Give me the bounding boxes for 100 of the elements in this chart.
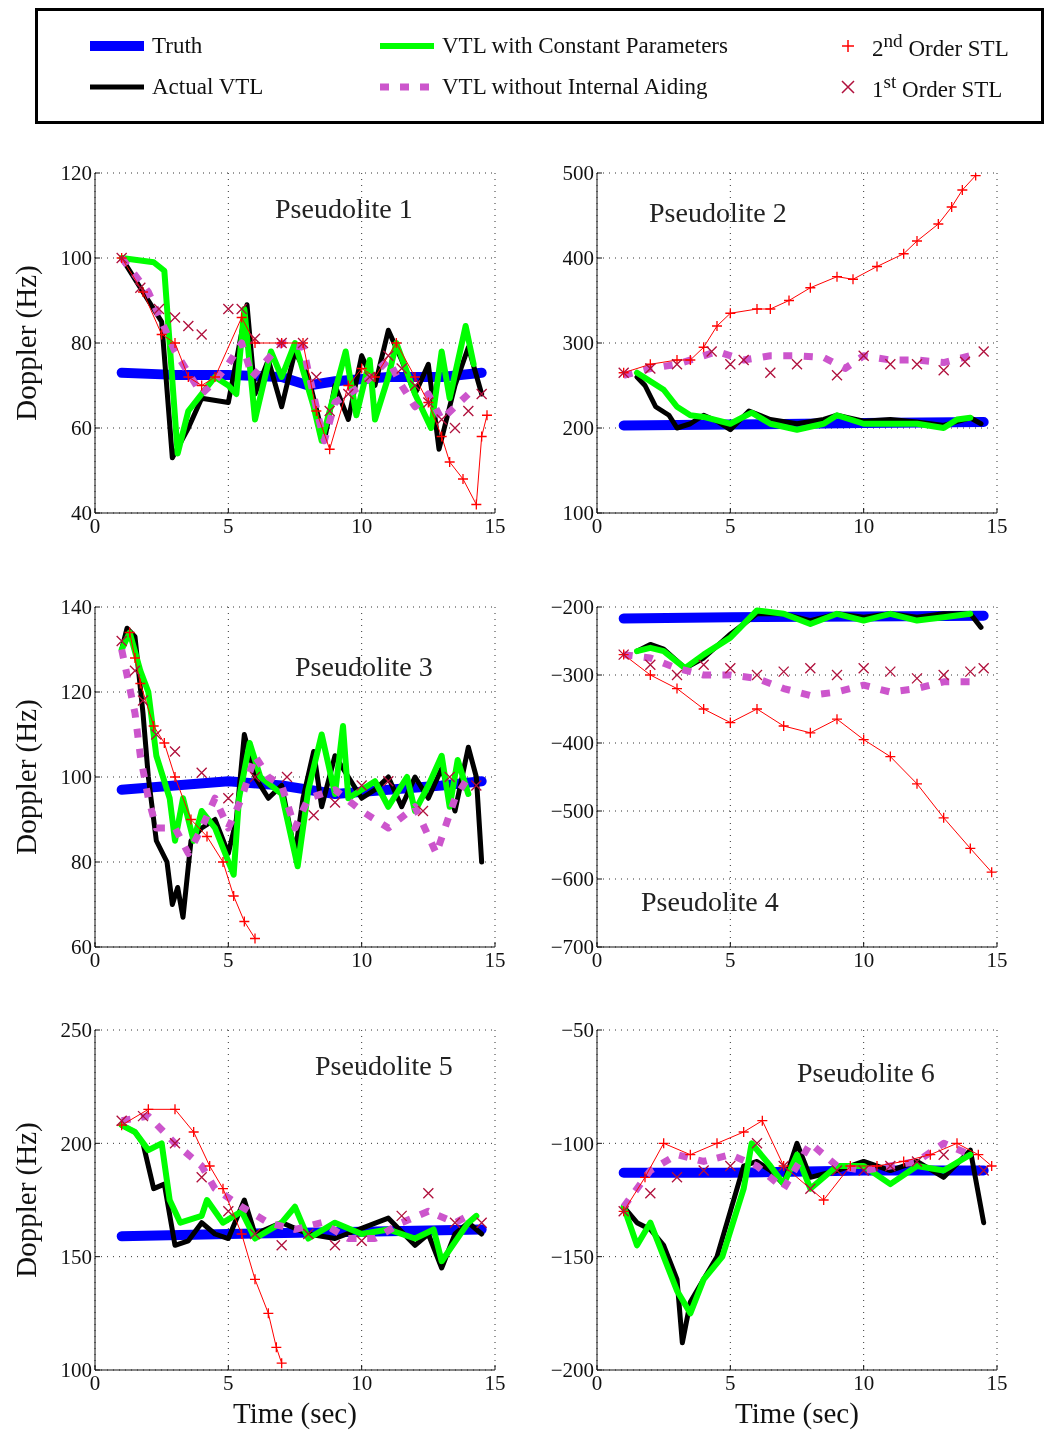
point xyxy=(324,405,336,417)
x-tick-label: 10 xyxy=(853,947,875,972)
point xyxy=(281,771,293,783)
point xyxy=(134,282,146,294)
legend-label: 1$^{st}$ Order STL xyxy=(872,70,1003,103)
point xyxy=(831,271,843,283)
x-tick-label: 10 xyxy=(351,1370,373,1395)
point xyxy=(911,778,923,790)
point xyxy=(671,669,683,681)
point xyxy=(831,369,843,381)
y-axis-title: Doppler (Hz) xyxy=(9,699,43,855)
point xyxy=(196,328,208,341)
point xyxy=(871,1160,883,1172)
point xyxy=(804,662,816,674)
point xyxy=(436,413,448,426)
point xyxy=(436,430,448,443)
point xyxy=(671,358,683,370)
y-tick-label: 150 xyxy=(60,1245,92,1270)
point xyxy=(142,1103,154,1115)
x-tick-label: 15 xyxy=(986,947,1008,972)
y-tick-label: 200 xyxy=(60,1131,92,1156)
y-tick-label: 140 xyxy=(60,595,92,620)
point xyxy=(884,358,896,370)
point xyxy=(116,1119,128,1131)
point xyxy=(751,1137,763,1149)
x-tick-label: 5 xyxy=(223,1370,234,1395)
x-tick-label: 5 xyxy=(223,947,234,972)
point xyxy=(706,345,718,358)
legend-label: 2$^{nd}$ Order STL xyxy=(872,29,1009,62)
point xyxy=(972,1149,984,1161)
point xyxy=(444,771,456,783)
point xyxy=(911,358,923,370)
point xyxy=(932,218,944,230)
point xyxy=(751,703,763,715)
y-tick-label: 400 xyxy=(562,246,594,271)
point xyxy=(169,745,181,758)
point xyxy=(302,1228,314,1240)
point xyxy=(249,771,261,783)
point xyxy=(158,737,170,749)
point xyxy=(369,371,381,383)
text: Pseudolite 5 xyxy=(315,1050,453,1083)
y-tick-label: −300 xyxy=(550,663,594,688)
point xyxy=(644,659,656,671)
point xyxy=(270,1341,282,1353)
x-tick-label: 15 xyxy=(484,1370,506,1395)
x-tick-label: 5 xyxy=(725,513,736,538)
text: Pseudolite 3 xyxy=(295,651,433,684)
point xyxy=(644,1187,656,1199)
y-tick-label: 120 xyxy=(60,161,92,186)
y-axis-title: Doppler (Hz) xyxy=(9,1122,43,1278)
point xyxy=(249,1273,261,1285)
point xyxy=(946,201,958,213)
point xyxy=(884,1160,896,1172)
point xyxy=(196,767,208,779)
point xyxy=(470,498,482,511)
point xyxy=(196,379,208,392)
point xyxy=(481,409,493,421)
y-tick-label: −200 xyxy=(550,595,594,620)
point xyxy=(364,371,376,383)
point xyxy=(342,388,354,400)
x-tick-label: 15 xyxy=(484,947,506,972)
point xyxy=(783,294,795,307)
point xyxy=(249,333,261,345)
point xyxy=(751,303,763,315)
point xyxy=(476,430,488,443)
y-tick-label: 100 xyxy=(60,765,92,790)
point xyxy=(658,1137,670,1149)
point xyxy=(308,809,320,821)
point xyxy=(644,669,656,681)
point xyxy=(724,307,736,319)
point xyxy=(134,677,146,690)
legend-label: VTL with Constant Parameters xyxy=(442,32,728,59)
point xyxy=(262,1307,274,1319)
point xyxy=(422,1187,434,1199)
point xyxy=(938,669,950,681)
point xyxy=(476,1217,488,1229)
x-tick-label: 10 xyxy=(853,1370,875,1395)
point xyxy=(858,1164,870,1177)
y-tick-label: −150 xyxy=(550,1245,594,1270)
y-tick-label: −600 xyxy=(550,867,594,892)
legend-label: Truth xyxy=(152,32,203,59)
y-tick-label: −500 xyxy=(550,799,594,824)
point xyxy=(978,662,990,674)
x-tick-label: 15 xyxy=(986,1370,1008,1395)
point xyxy=(858,350,870,362)
point xyxy=(831,669,843,681)
point xyxy=(390,337,402,349)
point xyxy=(831,1164,843,1177)
point xyxy=(938,1149,950,1161)
x-tick-label: 15 xyxy=(986,513,1008,538)
point xyxy=(329,796,341,809)
point xyxy=(724,358,736,370)
point xyxy=(959,356,971,368)
point xyxy=(236,311,248,324)
legend-label: VTL without Internal Aiding xyxy=(442,73,708,100)
point xyxy=(938,364,950,376)
point xyxy=(329,1239,341,1251)
point xyxy=(847,273,859,285)
point xyxy=(684,354,696,366)
point xyxy=(476,388,488,400)
